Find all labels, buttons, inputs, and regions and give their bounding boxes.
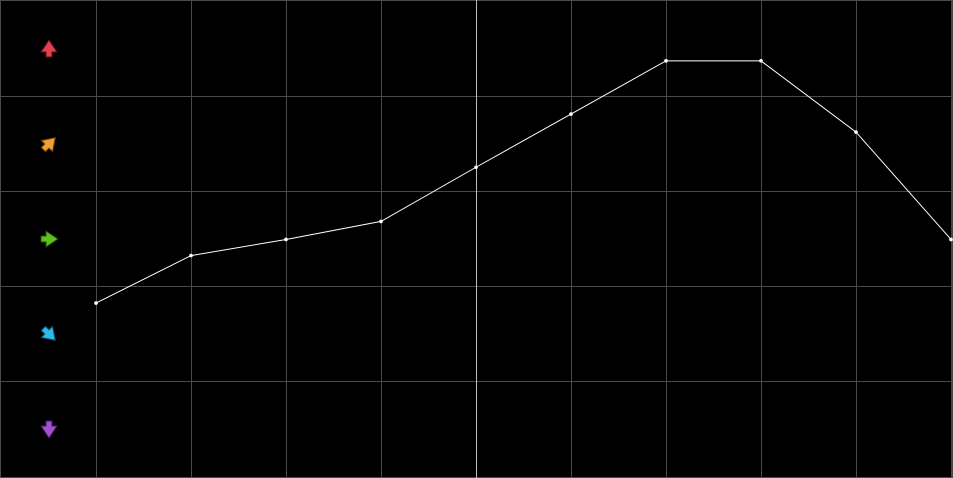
- arrow-down: [40, 420, 58, 439]
- data-point: [759, 59, 763, 63]
- data-point: [854, 130, 858, 134]
- plot: [94, 59, 953, 305]
- arrow-up-right: [40, 136, 57, 153]
- data-point: [474, 165, 478, 170]
- data-point: [94, 301, 98, 305]
- direction-icons: [40, 39, 59, 439]
- arrow-down-right: [40, 325, 57, 342]
- series-line: [95, 60, 952, 304]
- arrow-up: [40, 39, 58, 58]
- data-point: [949, 237, 953, 242]
- data-point: [284, 237, 288, 242]
- data-point: [664, 59, 668, 63]
- data-point: [189, 253, 193, 258]
- data-point: [379, 219, 383, 224]
- arrow-right: [40, 230, 59, 248]
- data-point: [569, 112, 573, 116]
